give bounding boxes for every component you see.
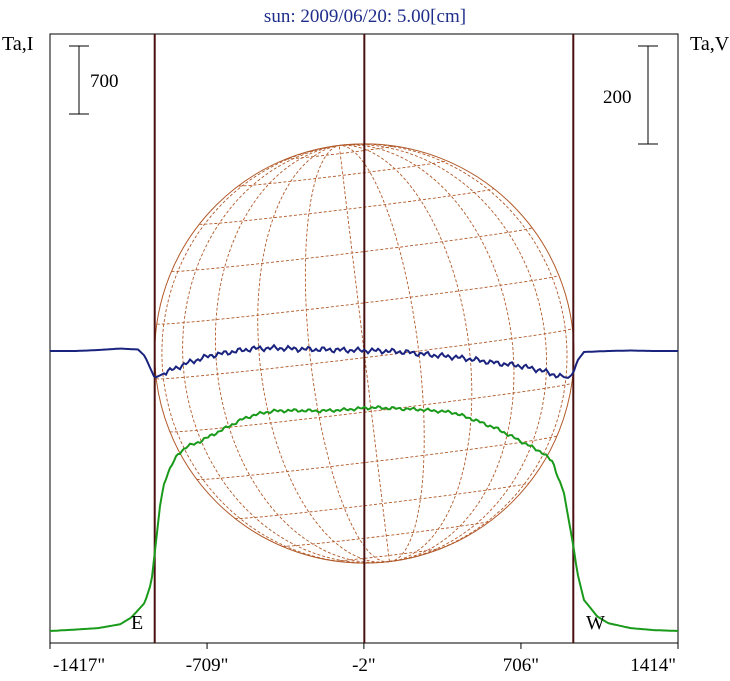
longitude-line [182,144,390,564]
x-tick-label: 1414" [630,655,676,676]
longitude-line [257,144,390,563]
longitude-line [214,144,390,564]
right-axis-label: Ta,V [690,33,730,55]
latitude-line [156,275,560,325]
data-series [49,343,679,632]
x-tick-label: -1417" [53,655,105,676]
longitude-line [304,144,390,563]
x-tick-label: 706" [503,655,539,676]
east-label: E [131,612,143,634]
latitude-line [196,435,558,480]
longitude-line [339,143,568,562]
latitude-line [238,160,447,187]
x-tick-label: -709" [186,655,229,676]
longitude-line [161,144,390,564]
longitude-line [339,144,425,562]
left-scale-value: 700 [90,71,119,92]
x-axis-ticks: -1417" -709" -2" 706" 1414" [49,643,679,676]
series-line-ta-v [50,343,678,379]
x-tick-label: -2" [352,655,376,676]
chart-title: sun: 2009/06/20: 5.00[cm] [264,6,466,27]
longitude-line [339,144,473,562]
longitude-line [339,144,515,562]
right-scale-bar: 200 [603,45,658,145]
west-label: W [586,612,605,634]
right-scale-value: 200 [603,87,632,108]
longitude-line [339,144,547,562]
left-axis-label: Ta,I [2,33,33,55]
solar-disk-grid [154,143,575,564]
left-scale-bar: 700 [69,45,119,115]
series-line-ta-i [49,405,679,632]
